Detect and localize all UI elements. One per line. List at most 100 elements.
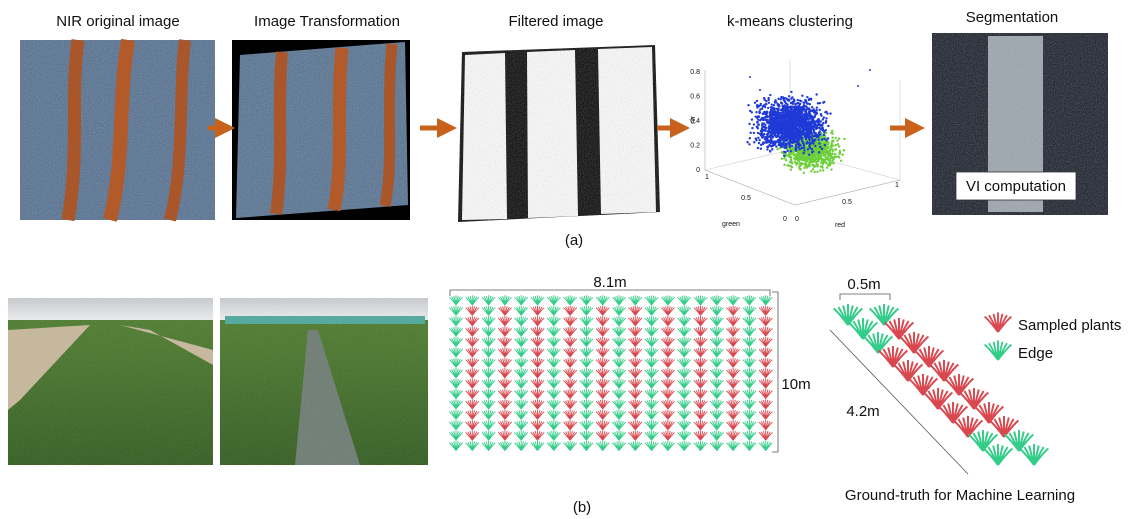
- plant-icon: [580, 295, 593, 305]
- cluster-point: [776, 123, 778, 125]
- plant-icon: [677, 399, 690, 409]
- cluster-point: [806, 129, 808, 131]
- cluster-point: [824, 144, 826, 146]
- cluster-point: [784, 126, 786, 128]
- plant-icon: [449, 326, 462, 336]
- cluster-point: [790, 123, 792, 125]
- cluster-point: [813, 131, 815, 133]
- plant-icon: [482, 420, 495, 430]
- plant-icon: [596, 368, 609, 378]
- cluster-point: [784, 151, 786, 153]
- cluster-point: [815, 157, 817, 159]
- plant-icon: [694, 337, 707, 347]
- plant-icon: [694, 420, 707, 430]
- cluster-point: [806, 134, 808, 136]
- cluster-point: [784, 100, 786, 102]
- diagram-caption: Ground-truth for Machine Learning: [845, 487, 1075, 504]
- cluster-point: [791, 112, 793, 114]
- plant-icon: [466, 389, 479, 399]
- plant-icon: [466, 410, 479, 420]
- plant-icon: [466, 430, 479, 440]
- plant-icon: [482, 368, 495, 378]
- cluster-point: [827, 125, 829, 127]
- cluster-point: [831, 153, 833, 155]
- plant-icon: [743, 337, 756, 347]
- cluster-point: [811, 116, 813, 118]
- cluster-point: [811, 140, 813, 142]
- cluster-point: [798, 165, 800, 167]
- cluster-point: [816, 136, 818, 138]
- plant-icon: [612, 306, 625, 316]
- plant-icon: [498, 337, 511, 347]
- cluster-point: [783, 147, 785, 149]
- plant-icon: [482, 399, 495, 409]
- cluster-point: [819, 146, 821, 148]
- cluster-point: [795, 120, 797, 122]
- plant-icon: [531, 295, 544, 305]
- cluster-point: [784, 131, 786, 133]
- cluster-point: [803, 149, 805, 151]
- plant-icon: [645, 399, 658, 409]
- plant-icon: [596, 399, 609, 409]
- cluster-point: [782, 138, 784, 140]
- cluster-point: [782, 129, 784, 131]
- plant-icon: [531, 399, 544, 409]
- plant-icon: [514, 306, 527, 316]
- plant-icon: [596, 316, 609, 326]
- cluster-point: [787, 134, 789, 136]
- plant-icon: [596, 295, 609, 305]
- cluster-point: [806, 96, 808, 98]
- dimension-label: 10m: [781, 376, 810, 393]
- cluster-point: [794, 133, 796, 135]
- cluster-point: [821, 138, 823, 140]
- plant-icon: [759, 337, 772, 347]
- dimension-label: 4.2m: [846, 403, 879, 420]
- plant-icon: [661, 358, 674, 368]
- plant-icon: [726, 378, 739, 388]
- plant-icon: [498, 430, 511, 440]
- plant-icon: [645, 337, 658, 347]
- plant-icon: [677, 316, 690, 326]
- plant-icon: [449, 430, 462, 440]
- cluster-point: [778, 139, 780, 141]
- plant-icon: [743, 441, 756, 451]
- plant-icon: [580, 368, 593, 378]
- cluster-point: [843, 149, 845, 151]
- cluster-point: [760, 103, 762, 105]
- cluster-point: [791, 166, 793, 168]
- plant-icon: [661, 410, 674, 420]
- cluster-point: [784, 144, 786, 146]
- cluster-point: [764, 106, 766, 108]
- plant-icon: [710, 295, 723, 305]
- plant-icon: [596, 337, 609, 347]
- cluster-point: [797, 116, 799, 118]
- cluster-point: [769, 131, 771, 133]
- cluster-point: [811, 126, 813, 128]
- plant-icon: [629, 306, 642, 316]
- cluster-point: [792, 105, 794, 107]
- cluster-point: [809, 141, 811, 143]
- plant-icon: [661, 326, 674, 336]
- cluster-point: [749, 76, 751, 78]
- cluster-point: [760, 118, 762, 120]
- legend-label: Sampled plants: [1018, 317, 1121, 334]
- cluster-point: [746, 141, 748, 143]
- cluster-point: [811, 148, 813, 150]
- plant-icon: [743, 368, 756, 378]
- plant-icon: [482, 358, 495, 368]
- plant-icon: [677, 420, 690, 430]
- cluster-point: [769, 145, 771, 147]
- cluster-point: [801, 115, 803, 117]
- cluster-point: [759, 89, 761, 91]
- cluster-point: [831, 156, 833, 158]
- cluster-point: [818, 123, 820, 125]
- plant-icon: [759, 306, 772, 316]
- plant-icon: [645, 420, 658, 430]
- cluster-point: [827, 137, 829, 139]
- plant-icon: [743, 410, 756, 420]
- plant-icon: [743, 378, 756, 388]
- plant-icon: [726, 306, 739, 316]
- cluster-point: [826, 167, 828, 169]
- cluster-point: [843, 138, 845, 140]
- cluster-point: [837, 155, 839, 157]
